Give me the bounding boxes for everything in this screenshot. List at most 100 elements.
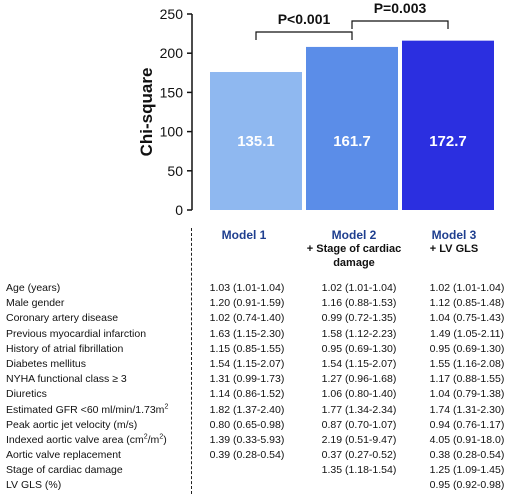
y-axis: 0 50 100 150 200 250 (160, 6, 193, 218)
y-axis-label: Chi-square (137, 68, 156, 157)
cell-m1: 1.39 (0.33-5.93) (209, 433, 285, 446)
cell-m1: 1.31 (0.99-1.73) (209, 373, 285, 386)
cell-m2: 1.02 (1.01-1.04) (321, 282, 397, 294)
cell-m1 (193, 478, 301, 493)
bar-model-2 (306, 46, 398, 210)
cell-m2: 0.37 (0.27-0.52) (321, 449, 397, 462)
cell-m3: 0.95 (0.69-1.30) (429, 342, 505, 355)
cell-m3: 1.74 (1.31-2.30) (429, 403, 505, 416)
row-label: Stage of cardiac damage (6, 464, 123, 477)
cell-m1 (193, 463, 301, 478)
cell-m2: 1.58 (1.12-2.23) (321, 327, 397, 340)
y-tick-label: 150 (160, 84, 184, 100)
row-label: Male gender (6, 297, 65, 310)
row-label: History of atrial fibrillation (6, 342, 124, 355)
cell-m3: 1.17 (0.88-1.55) (429, 373, 505, 386)
row-label: NYHA functional class ≥ 3 (6, 373, 127, 386)
cell-m3: 1.04 (0.75-1.43) (429, 312, 505, 325)
cell-m3: 1.12 (0.85-1.48) (429, 297, 505, 310)
model-3-header: Model 3 + LV GLS (402, 228, 506, 256)
cell-m1: 1.82 (1.37-2.40) (209, 403, 285, 416)
cell-m3: 1.49 (1.05-2.11) (430, 327, 504, 340)
table-row: Male gender 1.20 (0.91-1.59) 1.16 (0.88-1.… (0, 296, 520, 311)
table-row: Diabetes mellitus 1.54 (1.15-2.07) 1.54 (1… (0, 357, 520, 372)
p-value-label: P<0.001 (278, 11, 331, 27)
cell-m1: 1.54 (1.15-2.07) (209, 357, 285, 370)
y-tick-label: 0 (175, 202, 183, 218)
cell-m2: 0.87 (0.70-1.07) (321, 418, 397, 431)
y-tick-label: 250 (160, 6, 184, 22)
bar-chart: 0 50 100 150 200 250 Chi-square 135.1 161.7 172… (137, 0, 494, 218)
row-label: Previous myocardial infarction (6, 327, 147, 340)
cell-m1: 1.03 (1.01-1.04) (209, 282, 285, 294)
y-tick-label: 200 (160, 45, 184, 61)
significance-brackets: P<0.001 P=0.003 (255, 0, 449, 40)
cell-m1: 1.20 (0.91-1.59) (209, 297, 285, 310)
cell-m2: 2.19 (0.51-9.47) (321, 433, 397, 446)
table-row: Coronary artery disease 1.02 (0.74-1.40) 0… (0, 311, 520, 326)
table-row: Indexed aortic valve area (cm2/m2) 1.39 (… (0, 433, 520, 448)
cell-m1: 1.63 (1.15-2.30) (209, 327, 285, 340)
cell-m3: 0.95 (0.92-0.98) (429, 479, 505, 492)
model-2-header: Model 2 + Stage of cardiac damage (296, 228, 412, 270)
cell-m1: 1.02 (0.74-1.40) (209, 312, 285, 325)
p-value-label: P=0.003 (374, 0, 427, 16)
cell-m3: 0.38 (0.28-0.54) (429, 449, 505, 462)
table-row: History of atrial fibrillation 1.15 (0.85… (0, 342, 520, 357)
cell-m2: 1.27 (0.96-1.68) (321, 373, 397, 386)
table-row: Aortic valve replacement 0.39 (0.28-0.54)… (0, 448, 520, 463)
table-row: Estimated GFR <60 ml/min/1.73m2 1.82 (1.3… (0, 403, 520, 418)
row-label: Estimated GFR <60 ml/min/1.73m2 (6, 403, 169, 416)
cell-m2: 0.95 (0.69-1.30) (321, 342, 397, 355)
cell-m2: 1.06 (0.80-1.40) (321, 388, 397, 401)
table-row: Age (years) 1.03 (1.01-1.04) 1.02 (1.01-1.… (0, 281, 520, 296)
cell-m2: 0.99 (0.72-1.35) (321, 312, 397, 325)
row-label: Aortic valve replacement (6, 449, 121, 462)
table-row: Previous myocardial infarction 1.63 (1.15… (0, 327, 520, 342)
model-2-subtitle: + Stage of cardiac damage (306, 243, 402, 269)
cell-m1: 1.14 (0.86-1.52) (209, 388, 285, 401)
row-label: Diabetes mellitus (6, 357, 86, 370)
bar-model-1 (210, 72, 302, 211)
dashed-divider (191, 228, 192, 494)
cell-m3: 1.25 (1.09-1.45) (429, 464, 505, 477)
row-label: Peak aortic jet velocity (m/s) (6, 418, 138, 431)
y-tick-label: 100 (160, 124, 184, 140)
model-3-title: Model 3 (431, 228, 477, 242)
table-row: Peak aortic jet velocity (m/s) 0.80 (0.65… (0, 418, 520, 433)
bar-model-3 (402, 40, 494, 210)
cell-m3: 0.94 (0.76-1.17) (429, 418, 505, 431)
cell-m3: 1.04 (0.79-1.38) (429, 388, 505, 401)
bars: 135.1 161.7 172.7 (210, 40, 494, 211)
model-2-title: Model 2 (331, 228, 377, 242)
bar-value-label: 135.1 (237, 133, 275, 150)
table-row: LV GLS (%) 0.95 (0.92-0.98) (0, 478, 520, 493)
cell-m2: 1.54 (1.15-2.07) (321, 357, 397, 370)
hazard-ratio-table: Age (years) 1.03 (1.01-1.04) 1.02 (1.01-1.… (0, 281, 520, 494)
cell-m2 (301, 478, 417, 493)
row-label: Diuretics (6, 388, 47, 401)
model-3-subtitle: + LV GLS (429, 243, 479, 255)
row-label: Age (years) (6, 282, 61, 294)
row-label: Coronary artery disease (6, 312, 119, 325)
cell-m2: 1.16 (0.88-1.53) (321, 297, 397, 310)
cell-m3: 4.05 (0.91-18.0) (429, 433, 505, 446)
table-row: Stage of cardiac damage 1.35 (1.18-1.54) 1… (0, 463, 520, 478)
cell-m2: 1.35 (1.18-1.54) (321, 464, 397, 477)
cell-m2: 1.77 (1.34-2.34) (321, 403, 397, 416)
cell-m1: 0.80 (0.65-0.98) (209, 418, 285, 431)
model-1-title: Model 1 (221, 228, 267, 242)
significance-bracket (351, 20, 449, 29)
significance-bracket (255, 31, 353, 40)
bar-value-label: 172.7 (429, 133, 467, 150)
cell-m1: 1.15 (0.85-1.55) (209, 342, 285, 355)
table-row: Diuretics 1.14 (0.86-1.52) 1.06 (0.80-1.40… (0, 387, 520, 402)
cell-m3: 1.02 (1.01-1.04) (429, 282, 505, 294)
cell-m3: 1.55 (1.16-2.08) (429, 357, 505, 370)
row-label: Indexed aortic valve area (cm2/m2) (6, 433, 167, 446)
y-tick-label: 50 (167, 163, 183, 179)
bar-value-label: 161.7 (333, 133, 371, 150)
table-row: NYHA functional class ≥ 3 1.31 (0.99-1.73… (0, 372, 520, 387)
row-label: LV GLS (%) (6, 479, 62, 492)
